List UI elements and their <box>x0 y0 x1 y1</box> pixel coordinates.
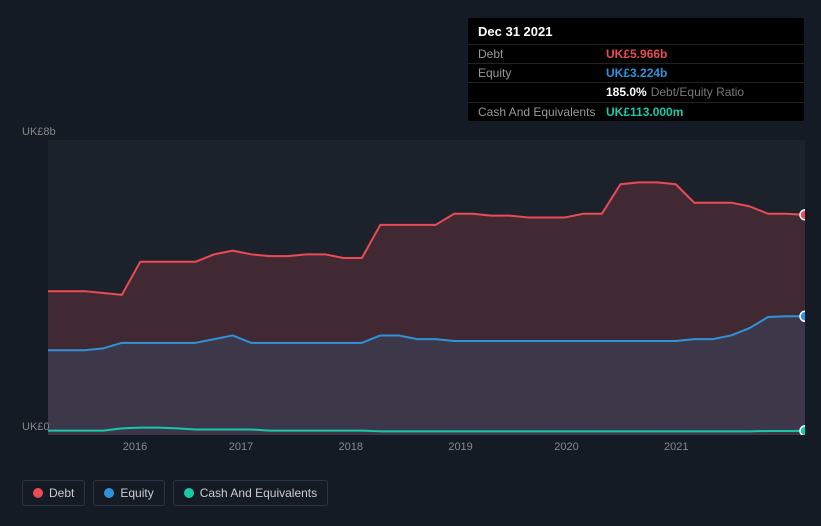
x-axis-label: 2017 <box>229 441 253 453</box>
legend-item[interactable]: Debt <box>22 480 85 506</box>
legend-item[interactable]: Cash And Equivalents <box>173 480 328 506</box>
x-axis-label: 2018 <box>339 441 363 453</box>
tooltip-value: UK£3.224b <box>606 66 667 80</box>
tooltip-label: Cash And Equivalents <box>478 105 606 119</box>
tooltip-date: Dec 31 2021 <box>468 18 804 44</box>
series-end-dot <box>800 210 805 220</box>
tooltip-value: UK£113.000m <box>606 105 683 119</box>
x-axis-label: 2020 <box>554 441 578 453</box>
series-end-dot <box>800 311 805 321</box>
chart-tooltip: Dec 31 2021 DebtUK£5.966bEquityUK£3.224b… <box>468 18 804 121</box>
series-end-dot <box>800 426 805 435</box>
x-axis-label: 2016 <box>123 441 147 453</box>
tooltip-row: 185.0% Debt/Equity Ratio <box>468 82 804 101</box>
tooltip-value: UK£5.966b <box>606 47 667 61</box>
tooltip-suffix: Debt/Equity Ratio <box>651 85 744 99</box>
legend: Debt Equity Cash And Equivalents <box>22 480 328 506</box>
y-axis-max-label: UK£8b <box>22 126 56 138</box>
tooltip-row: EquityUK£3.224b <box>468 63 804 82</box>
legend-swatch <box>104 488 114 498</box>
legend-swatch <box>184 488 194 498</box>
legend-swatch <box>33 488 43 498</box>
legend-label: Equity <box>120 486 153 500</box>
x-axis-label: 2019 <box>448 441 472 453</box>
tooltip-value: 185.0% <box>606 85 647 99</box>
tooltip-label: Equity <box>478 66 606 80</box>
tooltip-row: DebtUK£5.966b <box>468 44 804 63</box>
y-axis-min-label: UK£0 <box>22 421 50 433</box>
tooltip-label: Debt <box>478 47 606 61</box>
tooltip-row: Cash And EquivalentsUK£113.000m <box>468 102 804 121</box>
x-axis-labels: 2016 2017 2018 2019 2020 2021 <box>48 441 805 457</box>
x-axis-label: 2021 <box>664 441 688 453</box>
legend-item[interactable]: Equity <box>93 480 164 506</box>
legend-label: Cash And Equivalents <box>200 486 317 500</box>
chart-plot[interactable] <box>48 140 805 435</box>
legend-label: Debt <box>49 486 74 500</box>
